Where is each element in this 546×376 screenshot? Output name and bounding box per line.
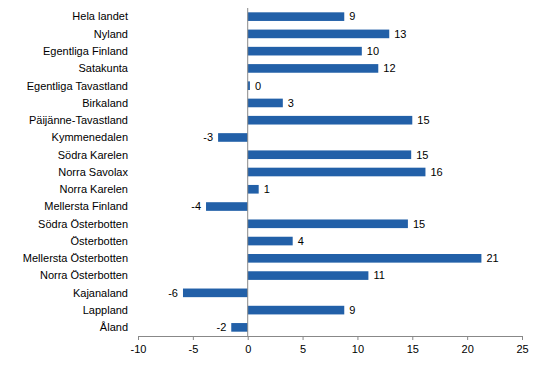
x-tick-mark bbox=[412, 336, 413, 340]
y-tick-label: Södra Karelen bbox=[58, 149, 128, 161]
x-tick: 20 bbox=[462, 336, 474, 355]
data-label: -4 bbox=[191, 200, 201, 212]
bar bbox=[248, 30, 390, 39]
y-tick-label: Mellersta Österbotten bbox=[23, 252, 128, 264]
x-tick-mark bbox=[138, 336, 139, 340]
data-label: 9 bbox=[349, 304, 355, 316]
x-axis: -10 -5 0 5 10 15 20 25 bbox=[131, 336, 529, 355]
bars bbox=[183, 12, 481, 331]
x-tick: 10 bbox=[352, 336, 364, 355]
y-tick-label: Egentliga Finland bbox=[43, 45, 128, 57]
bar bbox=[206, 202, 248, 211]
x-tick-label: 0 bbox=[245, 343, 251, 355]
bar bbox=[248, 116, 413, 125]
data-label: -2 bbox=[216, 321, 226, 333]
bar bbox=[218, 133, 248, 142]
y-tick-label: Nyland bbox=[94, 28, 128, 40]
x-axis-line bbox=[139, 337, 523, 341]
data-label: 0 bbox=[255, 80, 261, 92]
x-tick-label: 5 bbox=[300, 343, 306, 355]
data-label: 16 bbox=[430, 166, 442, 178]
x-tick: 15 bbox=[407, 336, 419, 355]
data-label: 1 bbox=[264, 183, 270, 195]
data-label: 4 bbox=[298, 235, 304, 247]
data-label: 15 bbox=[413, 218, 425, 230]
data-label: -3 bbox=[203, 131, 213, 143]
y-tick-label: Norra Savolax bbox=[58, 166, 128, 178]
y-tick-label: Lappland bbox=[83, 304, 128, 316]
x-tick: -5 bbox=[188, 336, 198, 355]
y-tick-label: Hela landet bbox=[72, 10, 128, 22]
x-tick: -10 bbox=[131, 336, 147, 355]
bar bbox=[248, 185, 259, 194]
bar bbox=[248, 150, 411, 159]
y-tick-label: Egentliga Tavastland bbox=[27, 80, 128, 92]
bar bbox=[248, 99, 283, 108]
data-label: 13 bbox=[394, 28, 406, 40]
x-tick-label: 15 bbox=[407, 343, 419, 355]
x-tick-mark bbox=[522, 336, 523, 340]
data-label: 11 bbox=[373, 269, 384, 281]
y-axis: Hela landet Nyland Egentliga Finland Sataku… bbox=[23, 10, 129, 333]
y-tick-label: Åland bbox=[100, 321, 128, 333]
y-tick-label: Norra Österbotten bbox=[40, 269, 128, 281]
bar bbox=[183, 289, 248, 298]
y-tick-label: Södra Österbotten bbox=[38, 218, 128, 230]
y-tick-label: Birkaland bbox=[82, 97, 128, 109]
data-label: 10 bbox=[367, 45, 379, 57]
data-label: 12 bbox=[383, 62, 395, 74]
y-tick-label: Österbotten bbox=[71, 235, 128, 247]
x-tick-label: 25 bbox=[516, 343, 528, 355]
x-tick-label: 20 bbox=[462, 343, 474, 355]
data-labels: 91310120315-315161-41542111-69-2 bbox=[168, 10, 498, 333]
bar bbox=[248, 64, 379, 73]
y-tick-label: Satakunta bbox=[78, 62, 128, 74]
x-tick: 0 bbox=[245, 336, 251, 355]
data-label: 3 bbox=[288, 97, 294, 109]
y-tick-label: Kajanaland bbox=[73, 287, 128, 299]
data-label: 15 bbox=[416, 149, 428, 161]
x-tick: 5 bbox=[300, 336, 306, 355]
bar bbox=[231, 323, 247, 332]
bar bbox=[248, 254, 482, 263]
y-tick-label: Mellersta Finland bbox=[44, 200, 128, 212]
y-axis-line bbox=[247, 8, 248, 336]
bar bbox=[248, 168, 426, 177]
bar bbox=[248, 219, 408, 228]
y-tick-label: Päijänne-Tavastland bbox=[29, 114, 128, 126]
x-tick-mark bbox=[357, 336, 358, 340]
x-tick-mark bbox=[467, 336, 468, 340]
data-label: -6 bbox=[168, 287, 178, 299]
y-tick-label: Kymmenedalen bbox=[52, 131, 128, 143]
x-tick-mark bbox=[248, 336, 249, 340]
bar bbox=[248, 271, 369, 280]
x-tick-label: -10 bbox=[131, 343, 147, 355]
data-label: 9 bbox=[349, 10, 355, 22]
y-tick-label: Norra Karelen bbox=[60, 183, 128, 195]
bar bbox=[248, 47, 362, 56]
bar bbox=[248, 237, 293, 246]
x-tick-label: 10 bbox=[352, 343, 364, 355]
bar bbox=[248, 306, 345, 315]
bar bbox=[248, 12, 345, 21]
chart: -10-50510152025Hela landetNylandEgentlig… bbox=[0, 0, 546, 376]
x-tick-mark bbox=[193, 336, 194, 340]
x-tick-mark bbox=[303, 336, 304, 340]
x-tick: 25 bbox=[516, 336, 528, 355]
x-tick-label: -5 bbox=[188, 343, 198, 355]
data-label: 15 bbox=[417, 114, 429, 126]
data-label: 21 bbox=[486, 252, 498, 264]
